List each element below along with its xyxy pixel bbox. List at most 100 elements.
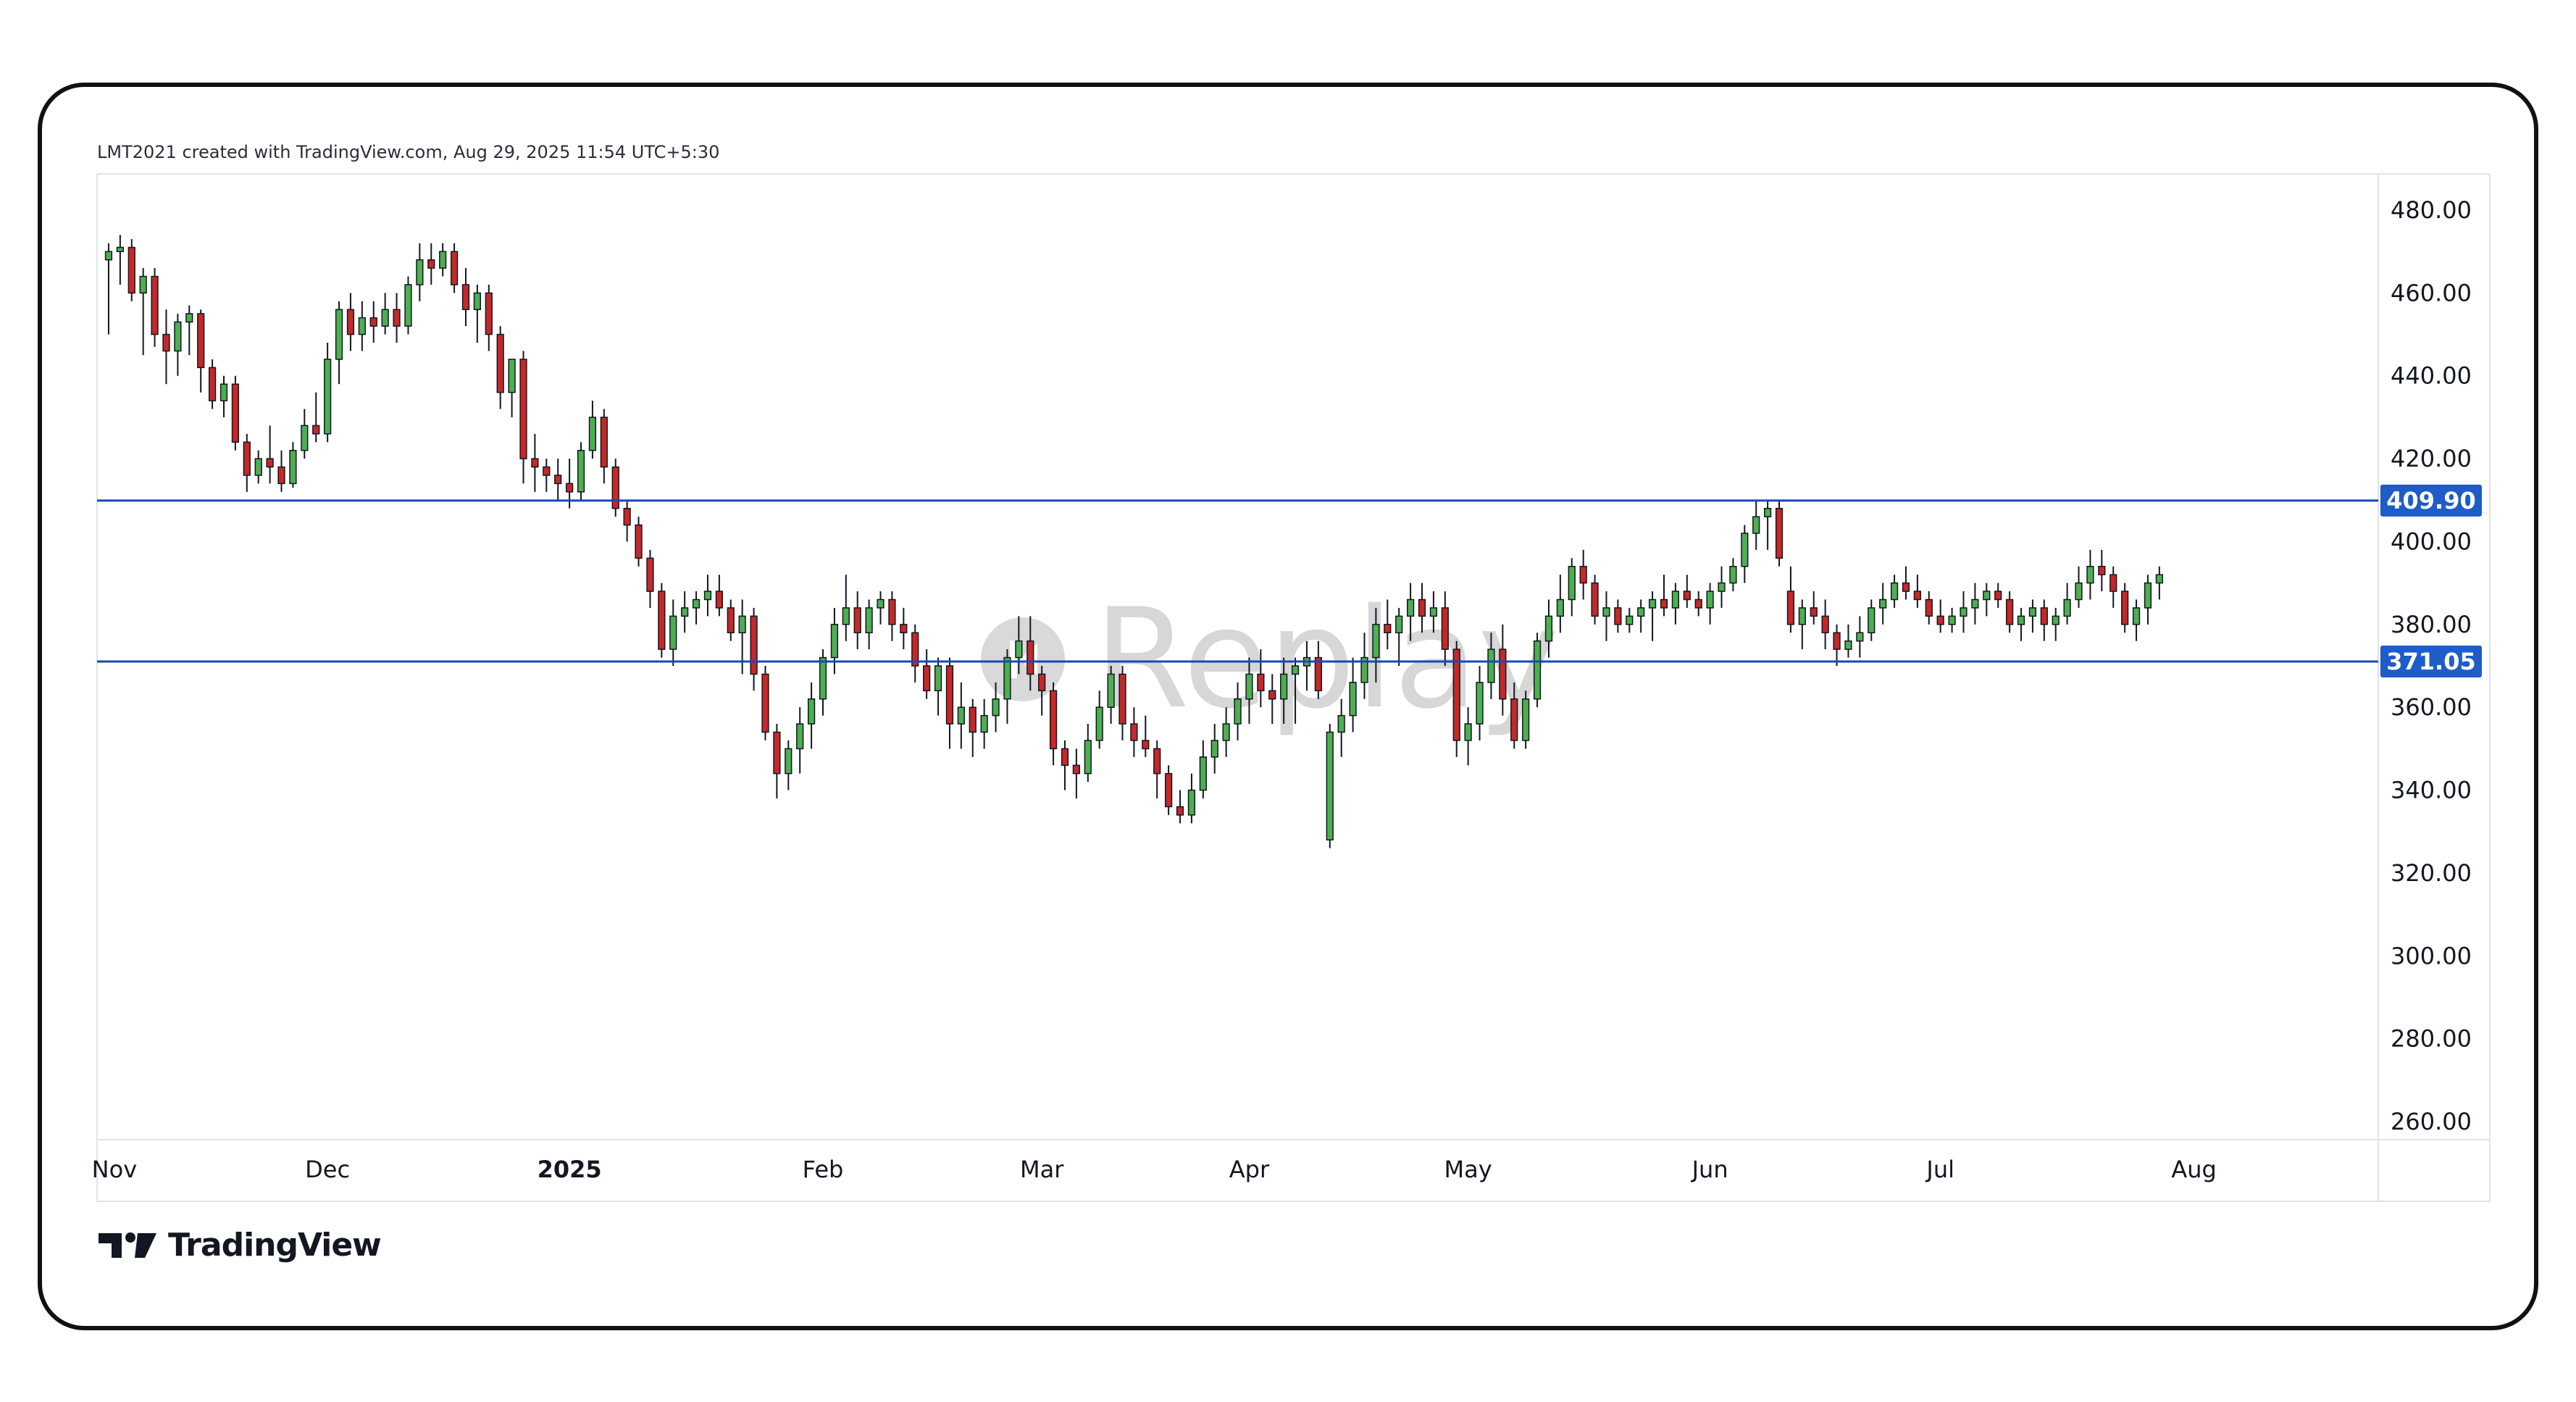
price-tick-label: 440.00 xyxy=(2391,362,2472,390)
candle-body-up xyxy=(1429,607,1438,617)
candle xyxy=(1487,633,1495,699)
candle xyxy=(658,583,666,658)
candle-body-up xyxy=(416,259,424,285)
candle xyxy=(1833,624,1841,666)
candle-body-up xyxy=(2017,615,2025,625)
candle-body-up xyxy=(738,615,746,634)
candle xyxy=(2075,566,2083,608)
candle xyxy=(2052,607,2059,641)
price-tick-label: 420.00 xyxy=(2391,445,2472,472)
candle-body-up xyxy=(1971,598,1979,609)
candle xyxy=(1268,674,1276,725)
candle xyxy=(335,301,343,385)
level-price-label: 371.05 xyxy=(2386,648,2475,675)
candle xyxy=(139,268,147,356)
candle xyxy=(738,599,746,675)
candle xyxy=(346,293,355,351)
candle xyxy=(1176,790,1184,824)
candle xyxy=(301,409,309,459)
candle-body-down xyxy=(945,665,954,725)
candle xyxy=(208,359,217,409)
candle xyxy=(761,666,769,740)
candle xyxy=(127,239,135,301)
candle xyxy=(162,309,170,385)
candle-body-up xyxy=(1752,516,1760,534)
candle-body-down xyxy=(162,333,170,352)
candle xyxy=(934,657,942,716)
candle-body-up xyxy=(1326,731,1334,840)
candle xyxy=(1948,607,1956,633)
candle xyxy=(1441,591,1449,666)
candle xyxy=(1384,599,1392,650)
candle xyxy=(1637,599,1645,633)
candle xyxy=(669,599,677,666)
candle xyxy=(865,599,873,650)
candle xyxy=(1544,599,1553,658)
candle-body-down xyxy=(1038,673,1046,692)
candle-body-down xyxy=(1579,566,1587,584)
time-tick-label: 2025 xyxy=(538,1156,602,1183)
candle xyxy=(393,293,401,343)
candle xyxy=(219,375,228,417)
candle-body-down xyxy=(1499,648,1507,700)
level-price-badge xyxy=(2380,484,2482,517)
candle xyxy=(369,301,377,343)
candle xyxy=(197,309,205,393)
candle-body-down xyxy=(1775,507,1783,559)
candle xyxy=(1522,690,1530,749)
candle-body-down xyxy=(1061,748,1069,766)
candle-body-down xyxy=(727,607,735,634)
candle xyxy=(427,243,435,285)
candle-body-down xyxy=(1118,673,1126,725)
time-tick-label: Apr xyxy=(1229,1156,1270,1183)
candle-body-down xyxy=(1821,615,1829,634)
candle-body-up xyxy=(681,607,689,617)
candle-body-up xyxy=(830,624,839,659)
candle xyxy=(888,591,896,641)
level-price-badge xyxy=(2380,645,2482,677)
candle-body-up xyxy=(703,591,712,601)
candle-body-up xyxy=(1637,607,1645,617)
candle-body-up xyxy=(1245,673,1253,700)
candle xyxy=(1015,616,1023,675)
candle-body-down xyxy=(1176,806,1184,816)
candle-body-down xyxy=(485,292,493,335)
candle-body-down xyxy=(496,333,504,393)
candle xyxy=(1210,724,1218,774)
candle-body-down xyxy=(519,359,527,459)
candle-body-down xyxy=(1683,591,1691,601)
candle-body-down xyxy=(450,251,459,285)
candle xyxy=(1464,707,1472,766)
candle-body-up xyxy=(1280,673,1288,700)
candle xyxy=(1222,707,1230,757)
horizontal-levels[interactable]: 409.90 371.05 xyxy=(97,484,2482,677)
candle xyxy=(1752,500,1760,550)
candle-body-up xyxy=(219,383,228,401)
candle-body-up xyxy=(1948,615,1956,625)
candle-body-down xyxy=(369,317,377,327)
candle xyxy=(289,442,297,488)
price-axis[interactable]: 480.00 460.00 440.00 420.00 400.00 380.00 360.… xyxy=(2391,196,2472,1135)
candle-body-up xyxy=(842,607,850,625)
time-axis[interactable]: Nov Dec 2025 Feb Mar Apr May Jun Jul Aug xyxy=(92,1156,2217,1183)
candle-body-down xyxy=(1257,673,1265,692)
candle-body-down xyxy=(197,313,205,369)
time-tick-label: Mar xyxy=(1020,1156,1064,1183)
tradingview-logo[interactable]: TradingView xyxy=(97,1224,382,1265)
candle-body-up xyxy=(324,359,332,435)
candle-body-down xyxy=(1452,648,1460,741)
price-tick-label: 280.00 xyxy=(2391,1025,2472,1053)
candle-body-up xyxy=(439,251,447,269)
candle-body-up xyxy=(381,309,389,327)
candle xyxy=(1165,765,1173,815)
candle xyxy=(1671,583,1680,625)
candle xyxy=(174,313,182,376)
candle xyxy=(543,459,551,492)
candle xyxy=(1902,566,1910,600)
candle-body-up xyxy=(2063,598,2071,617)
candle xyxy=(450,243,459,293)
candle xyxy=(1291,657,1300,725)
candle-body-down xyxy=(900,624,908,634)
time-tick-label: Feb xyxy=(803,1156,844,1183)
